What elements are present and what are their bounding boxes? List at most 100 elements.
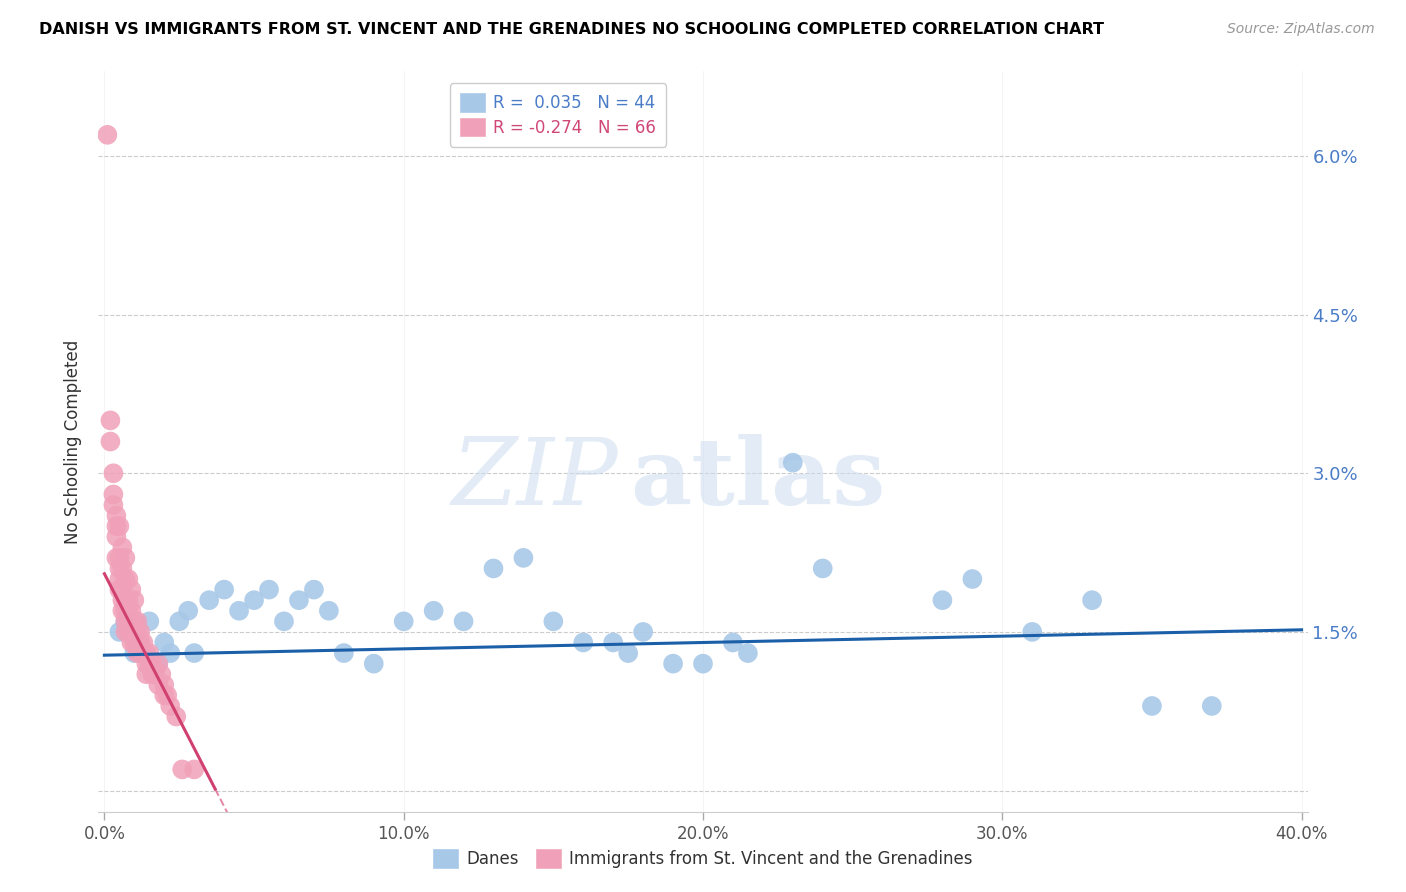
Point — [150, 667, 173, 681]
Point — [120, 582, 142, 597]
Point — [100, 413, 122, 427]
Point — [103, 467, 125, 481]
Point — [167, 615, 190, 629]
Point — [165, 709, 187, 723]
Text: ZIP: ZIP — [451, 434, 619, 524]
Point — [111, 582, 134, 597]
Point — [141, 667, 163, 681]
Point — [111, 604, 134, 618]
Point — [177, 604, 200, 618]
Point — [124, 646, 146, 660]
Point — [148, 678, 170, 692]
Point — [1081, 593, 1104, 607]
Point — [692, 657, 714, 671]
Point — [117, 624, 139, 639]
Point — [143, 667, 166, 681]
Point — [105, 508, 128, 523]
Point — [120, 624, 142, 639]
Point — [96, 128, 118, 142]
Point — [117, 615, 139, 629]
Point — [114, 593, 136, 607]
Text: Source: ZipAtlas.com: Source: ZipAtlas.com — [1227, 22, 1375, 37]
Point — [105, 550, 128, 565]
Point — [138, 615, 160, 629]
Point — [114, 550, 136, 565]
Point — [302, 582, 325, 597]
Point — [392, 615, 415, 629]
Point — [212, 582, 235, 597]
Point — [111, 593, 134, 607]
Point — [108, 550, 131, 565]
Point — [811, 561, 834, 575]
Point — [129, 624, 152, 639]
Point — [602, 635, 624, 649]
Point — [631, 624, 654, 639]
Point — [129, 646, 152, 660]
Point — [127, 615, 149, 629]
Legend: Danes, Immigrants from St. Vincent and the Grenadines: Danes, Immigrants from St. Vincent and t… — [426, 843, 980, 875]
Point — [127, 646, 149, 660]
Point — [512, 550, 534, 565]
Point — [617, 646, 640, 660]
Point — [1021, 624, 1043, 639]
Point — [103, 498, 125, 512]
Point — [135, 657, 157, 671]
Point — [333, 646, 356, 660]
Point — [422, 604, 444, 618]
Point — [288, 593, 311, 607]
Point — [243, 593, 266, 607]
Point — [100, 434, 122, 449]
Point — [127, 635, 149, 649]
Point — [124, 593, 146, 607]
Point — [782, 456, 804, 470]
Legend: R =  0.035   N = 44, R = -0.274   N = 66: R = 0.035 N = 44, R = -0.274 N = 66 — [450, 83, 666, 146]
Point — [114, 615, 136, 629]
Point — [132, 646, 155, 660]
Point — [172, 763, 194, 777]
Point — [183, 646, 205, 660]
Point — [159, 698, 181, 713]
Point — [156, 689, 179, 703]
Point — [1140, 698, 1163, 713]
Point — [124, 615, 146, 629]
Point — [120, 635, 142, 649]
Point — [103, 487, 125, 501]
Point — [153, 635, 176, 649]
Point — [132, 635, 155, 649]
Point — [111, 541, 134, 555]
Point — [543, 615, 565, 629]
Point — [108, 572, 131, 586]
Point — [120, 604, 142, 618]
Y-axis label: No Schooling Completed: No Schooling Completed — [65, 340, 83, 543]
Point — [363, 657, 385, 671]
Point — [117, 572, 139, 586]
Point — [127, 624, 149, 639]
Point — [108, 624, 131, 639]
Point — [1201, 698, 1223, 713]
Point — [153, 678, 176, 692]
Text: DANISH VS IMMIGRANTS FROM ST. VINCENT AND THE GRENADINES NO SCHOOLING COMPLETED : DANISH VS IMMIGRANTS FROM ST. VINCENT AN… — [39, 22, 1104, 37]
Point — [257, 582, 280, 597]
Point — [662, 657, 685, 671]
Point — [105, 530, 128, 544]
Point — [129, 635, 152, 649]
Point — [318, 604, 340, 618]
Point — [124, 624, 146, 639]
Point — [737, 646, 759, 660]
Point — [453, 615, 475, 629]
Point — [108, 519, 131, 533]
Point — [931, 593, 953, 607]
Point — [111, 561, 134, 575]
Point — [108, 561, 131, 575]
Point — [141, 657, 163, 671]
Point — [114, 624, 136, 639]
Point — [114, 615, 136, 629]
Point — [198, 593, 221, 607]
Point — [572, 635, 595, 649]
Point — [108, 582, 131, 597]
Text: atlas: atlas — [630, 434, 886, 524]
Point — [273, 615, 295, 629]
Point — [114, 604, 136, 618]
Point — [159, 646, 181, 660]
Point — [721, 635, 744, 649]
